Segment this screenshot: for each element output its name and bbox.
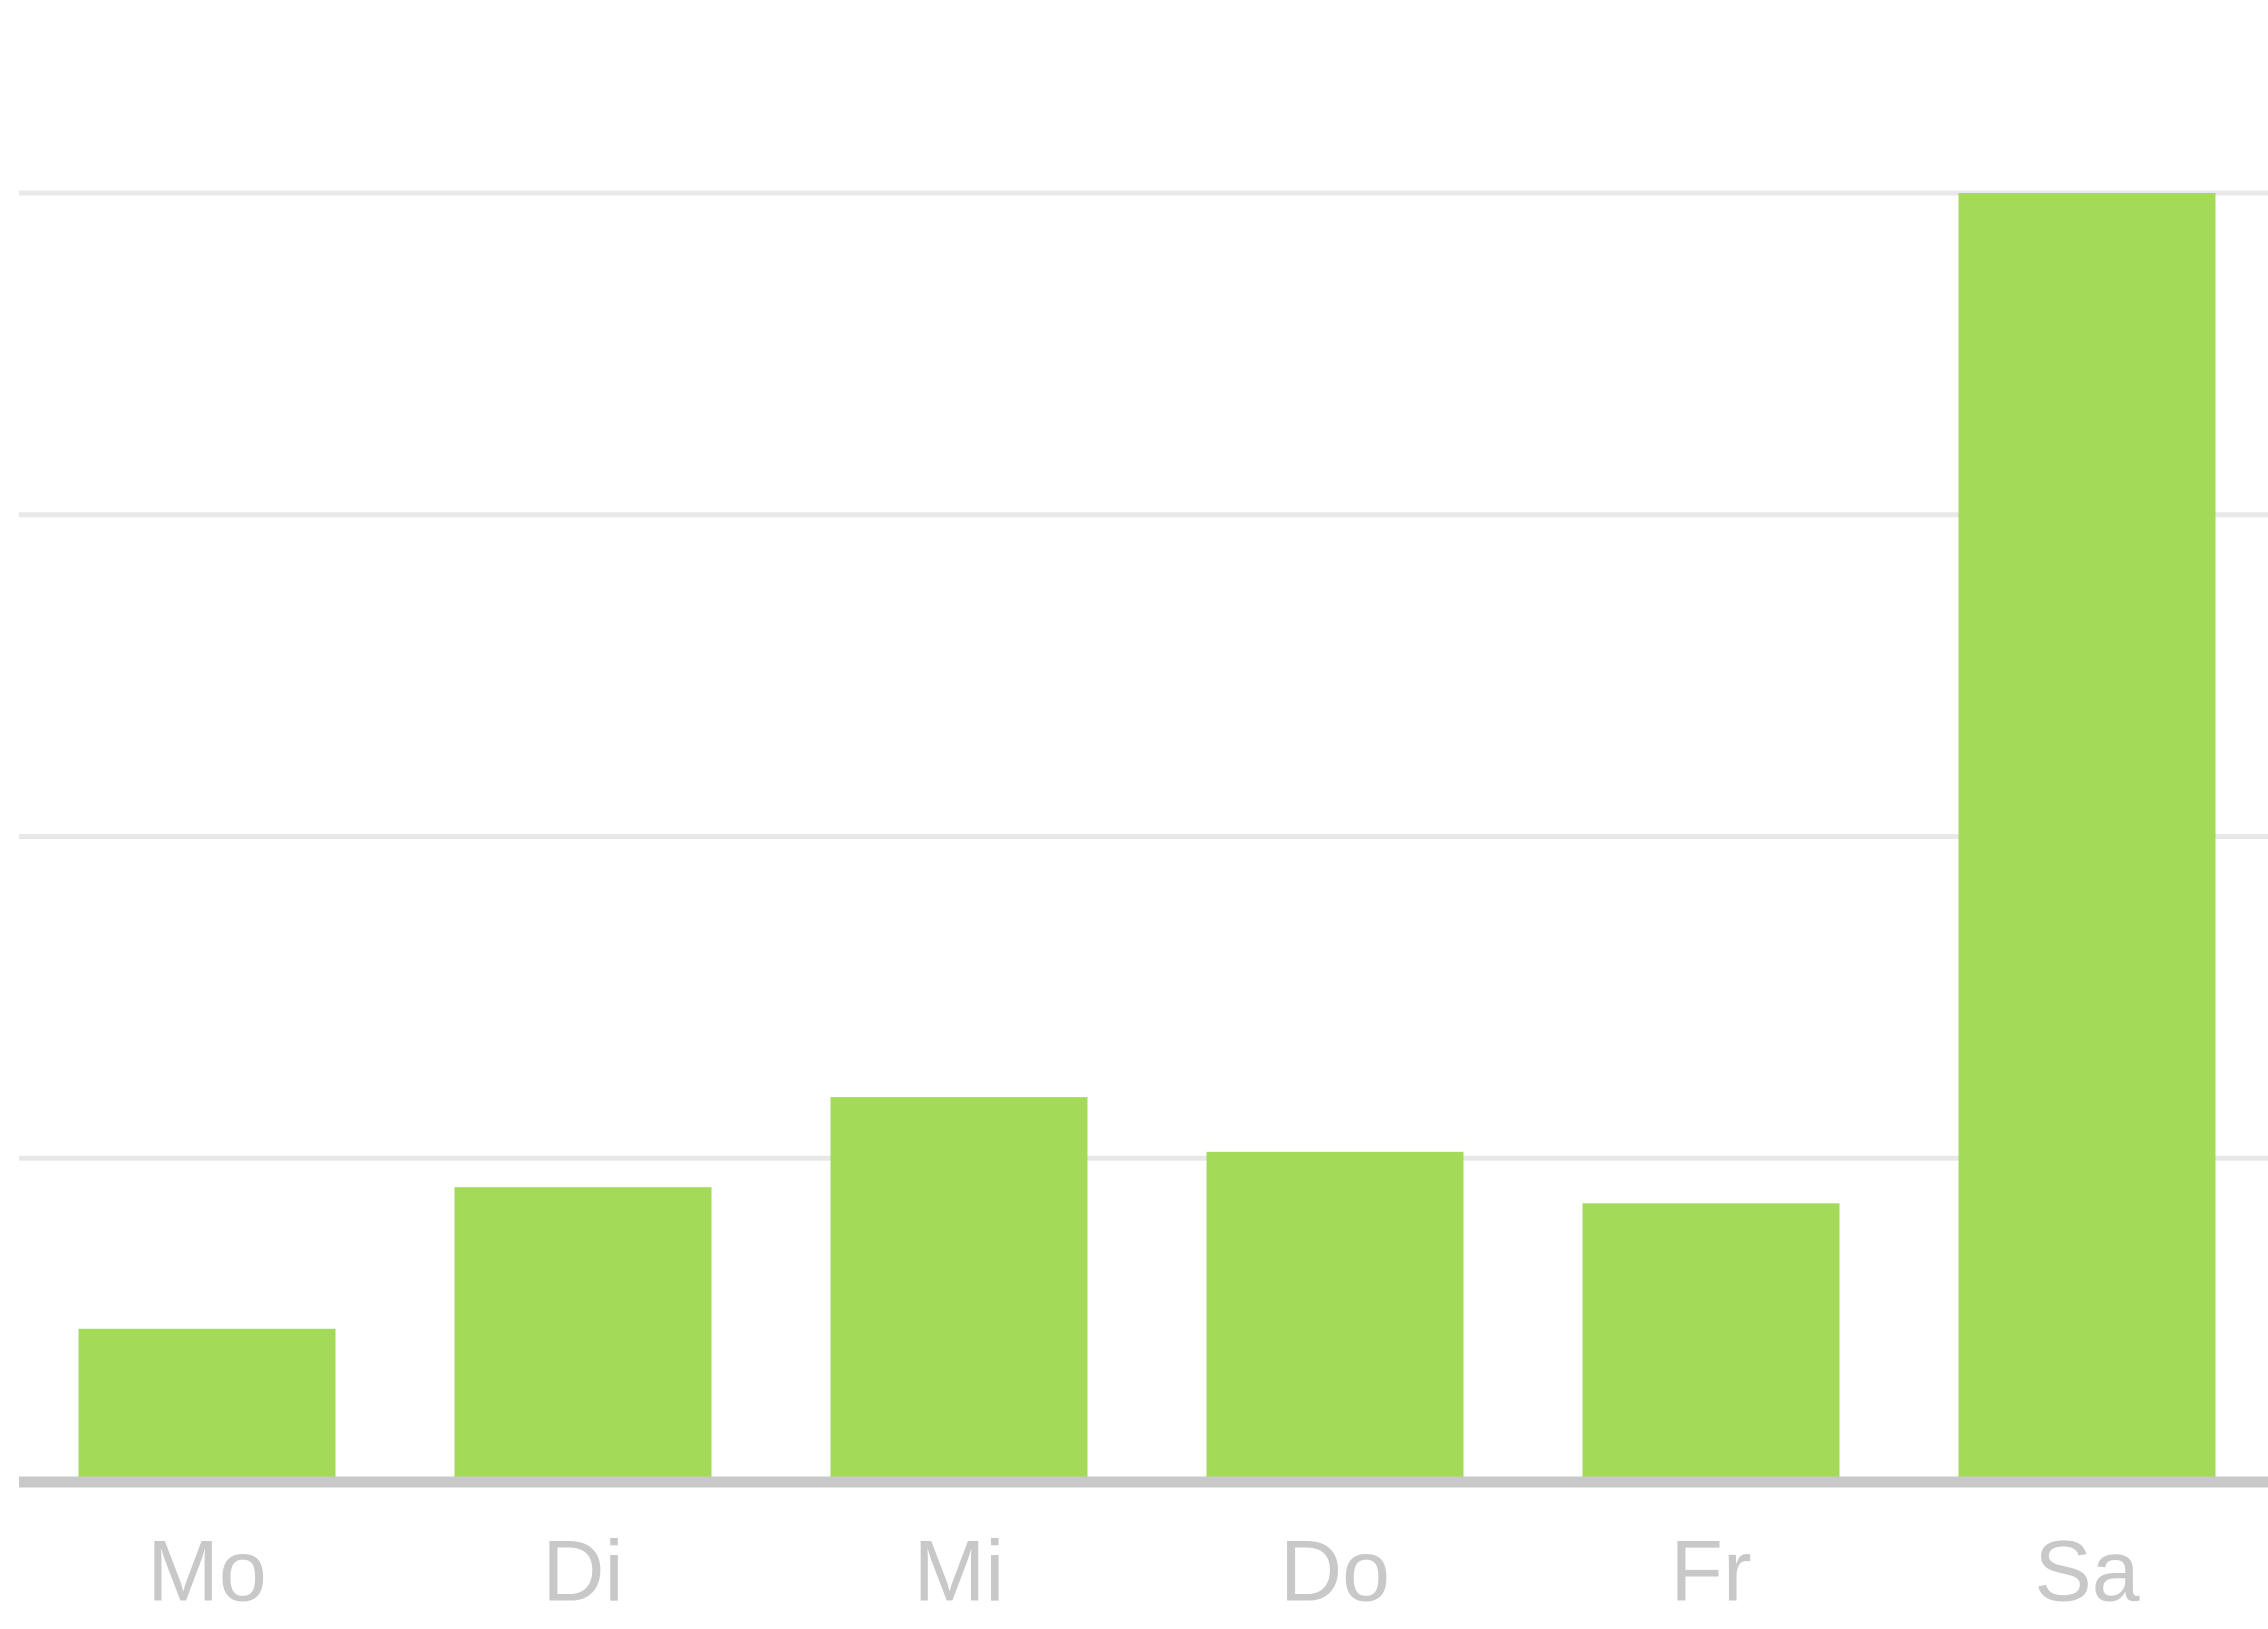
bar xyxy=(830,1097,1088,1480)
x-tick-label: Mi xyxy=(914,1524,1005,1620)
bar xyxy=(454,1187,712,1480)
bar xyxy=(1582,1203,1840,1480)
x-tick-label: Do xyxy=(1280,1524,1390,1620)
x-tick-label: Mo xyxy=(147,1524,266,1620)
bar xyxy=(78,1328,336,1480)
bar xyxy=(1958,193,2216,1481)
x-tick-label: Fr xyxy=(1670,1524,1751,1620)
x-tick-label: Sa xyxy=(2034,1524,2139,1620)
x-tick-label: Di xyxy=(542,1524,623,1620)
bar xyxy=(1206,1151,1464,1480)
